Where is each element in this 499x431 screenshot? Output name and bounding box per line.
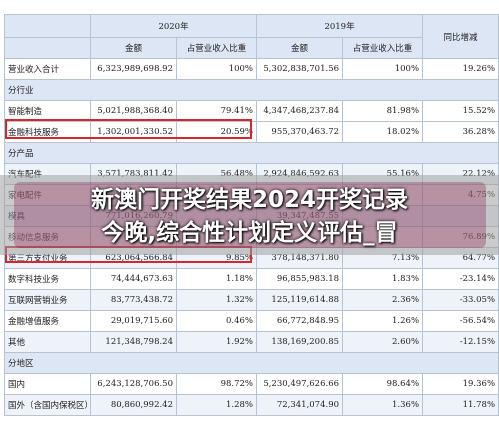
- share-2020: 20.59%: [175, 121, 258, 143]
- yoy-change: 15.52%: [422, 100, 499, 122]
- section-row: 分地区: [3, 352, 499, 374]
- header-amount-2020: 金额: [90, 37, 177, 59]
- amount-2020: 29,019,715.60: [90, 310, 177, 332]
- table-row: 其他 121,348,798.24 1.92% 138,169,200.85 2.60%…: [4, 331, 499, 353]
- banner-overlay: [0, 175, 499, 255]
- table-row: 营业收入合计 6,323,989,698.92 100% 5,302,838,701.…: [4, 58, 499, 80]
- row-label: 金融科技服务: [4, 121, 91, 143]
- table-row: 数字科技业务 74,444,673.63 1.18% 96,855,983.18 1.8…: [4, 268, 499, 290]
- amount-2019: 138,169,200.85: [256, 331, 344, 353]
- table-row: 互联网营销业务 83,773,438.72 1.32% 125,119,614.88 2…: [4, 289, 499, 311]
- header-row-years: 2020年 2019年 同比增减: [4, 14, 499, 59]
- share-2019: 1.36%: [342, 394, 424, 416]
- header-blank: [4, 14, 91, 38]
- share-2019: 2.60%: [342, 331, 424, 353]
- header-share-2019: 占营业收入比重: [342, 37, 424, 59]
- yoy-change: -56.54%: [422, 310, 499, 332]
- share-2019: 81.98%: [342, 100, 424, 122]
- amount-2019: 125,119,614.88: [256, 289, 344, 311]
- share-2020: 1.28%: [175, 394, 258, 416]
- row-label: 国内: [4, 373, 91, 395]
- amount-2019: 66,772,848.95: [256, 310, 344, 332]
- yoy-change: -12.15%: [422, 331, 499, 353]
- share-2019: 1.26%: [342, 310, 424, 332]
- amount-2019: 96,855,983.18: [256, 268, 344, 290]
- row-label: 智能制造: [4, 100, 91, 122]
- share-2019: 2.36%: [342, 289, 424, 311]
- yoy-change: 36.28%: [422, 121, 499, 143]
- banner-band: [14, 182, 486, 248]
- share-2020: 1.32%: [175, 289, 258, 311]
- share-2020: 98.72%: [175, 373, 258, 395]
- share-2020: 100%: [175, 58, 258, 80]
- amount-2020: 83,773,438.72: [90, 289, 177, 311]
- row-label: 其他: [4, 331, 91, 353]
- table-row: 国外（含国内保税区） 80,860,992.42 1.28% 72,341,074.9…: [4, 394, 499, 416]
- amount-2020: 6,323,989,698.92: [90, 58, 177, 80]
- section-row: 分行业: [3, 79, 499, 101]
- share-2020: 1.18%: [175, 268, 258, 290]
- banner-headline-line1: 新澳门开奖结果2024开奖记录: [90, 187, 408, 213]
- table-row: 金融增值服务 29,019,715.60 0.46% 66,772,848.95 1.2…: [4, 310, 499, 332]
- row-label: 互联网营销业务: [4, 289, 91, 311]
- header-amount-2019: 金额: [256, 37, 344, 59]
- table-row: 金融科技服务 1,302,001,330.52 20.59% 955,370,463.…: [4, 121, 499, 143]
- table-row: 国内 6,243,128,706.50 98.72% 5,230,497,626.66…: [4, 373, 499, 395]
- amount-2019: 955,370,463.72: [256, 121, 344, 143]
- yoy-change: -33.05%: [422, 289, 499, 311]
- row-label: 数字科技业务: [4, 268, 91, 290]
- section-row: 分产品: [3, 142, 499, 164]
- section-label: 分地区: [3, 352, 499, 374]
- banner-headline-line2: 今晚,综合性计划定义评估_冒: [101, 220, 398, 246]
- share-2020: 79.41%: [175, 100, 258, 122]
- header-year-2019: 2019年: [256, 14, 424, 38]
- share-2020: 1.92%: [175, 331, 258, 353]
- amount-2020: 121,348,798.24: [90, 331, 177, 353]
- header-year-2020: 2020年: [89, 14, 258, 38]
- yoy-change: 19.36%: [422, 373, 499, 395]
- yoy-change: -23.14%: [422, 268, 499, 290]
- amount-2019: 4,347,468,237.84: [256, 100, 344, 122]
- amount-2020: 5,021,988,368.40: [90, 100, 177, 122]
- row-label: 营业收入合计: [4, 58, 91, 80]
- amount-2020: 6,243,128,706.50: [90, 373, 177, 395]
- share-2019: 100%: [342, 58, 424, 80]
- section-label: 分行业: [3, 79, 499, 101]
- amount-2019: 5,302,838,701.56: [256, 58, 344, 80]
- amount-2020: 80,860,992.42: [90, 394, 177, 416]
- yoy-change: 11.78%: [422, 394, 499, 416]
- yoy-change: 19.26%: [422, 58, 499, 80]
- section-label: 分产品: [3, 142, 499, 164]
- header-yoy: 同比增减: [422, 14, 499, 59]
- table-row: 智能制造 5,021,988,368.40 79.41% 4,347,468,237.…: [4, 100, 499, 122]
- amount-2020: 74,444,673.63: [90, 268, 177, 290]
- share-2019: 98.64%: [342, 373, 424, 395]
- row-label: 国外（含国内保税区）: [4, 394, 91, 416]
- amount-2019: 5,230,497,626.66: [256, 373, 344, 395]
- share-2019: 18.02%: [342, 121, 424, 143]
- header-blank-2: [4, 37, 91, 59]
- share-2020: 0.46%: [175, 310, 258, 332]
- share-2019: 1.83%: [342, 268, 424, 290]
- amount-2019: 72,341,074.90: [256, 394, 344, 416]
- row-label: 金融增值服务: [4, 310, 91, 332]
- header-share-2020: 占营业收入比重: [175, 37, 258, 59]
- amount-2020: 1,302,001,330.52: [90, 121, 177, 143]
- header-row-columns: 金额 占营业收入比重 金额 占营业收入比重: [4, 37, 499, 59]
